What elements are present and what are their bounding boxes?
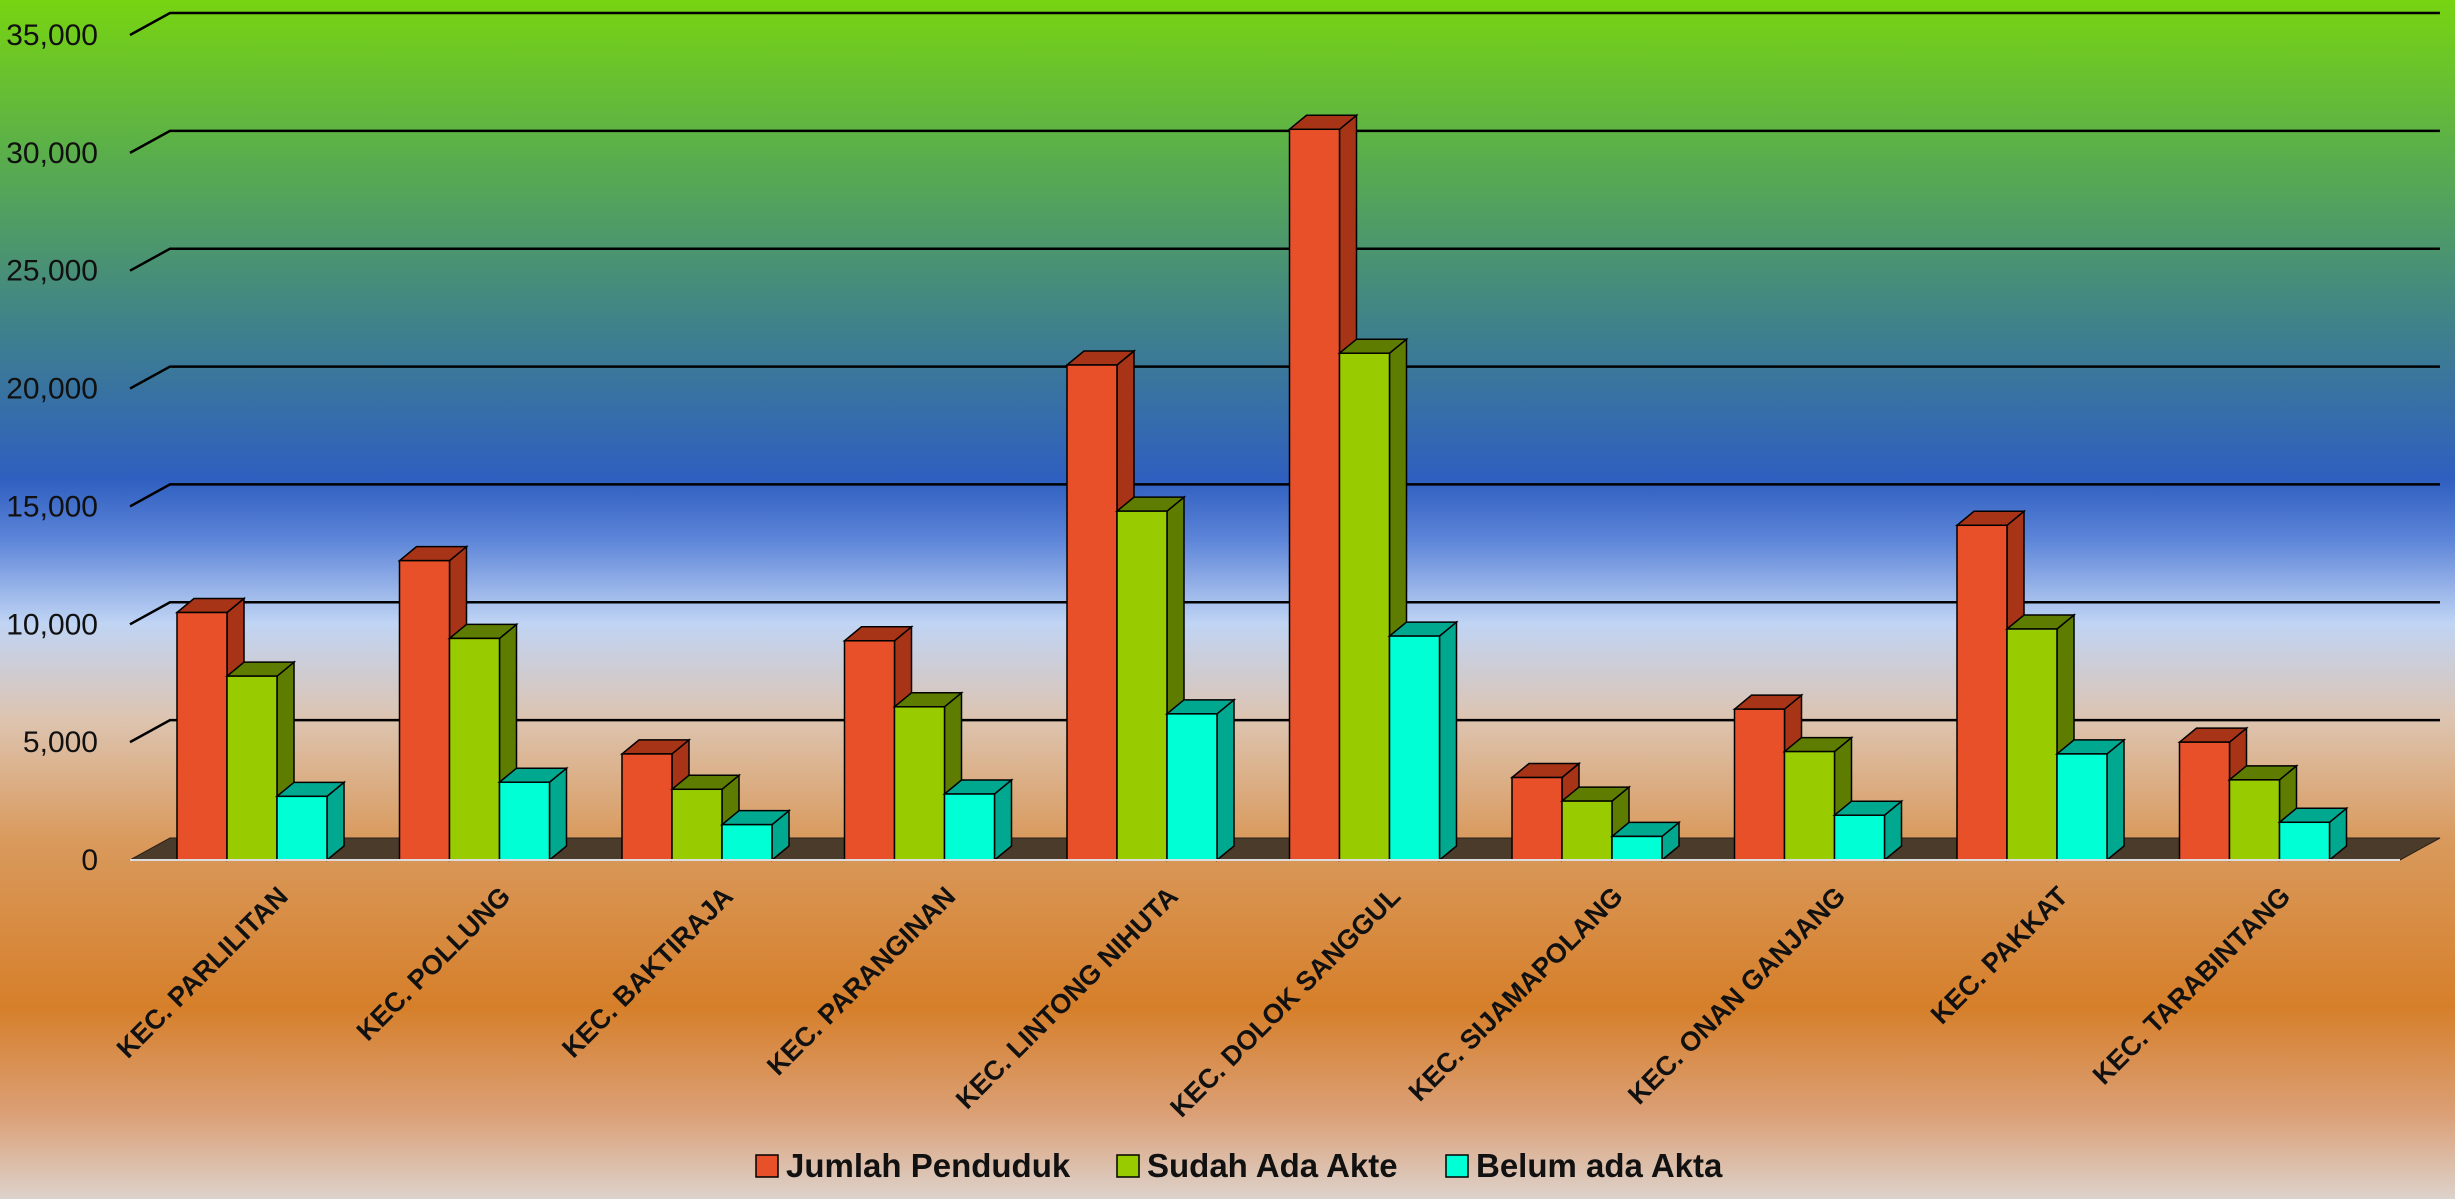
bar-side — [1216, 698, 1235, 862]
legend-item: Sudah Ada Akte — [1116, 1147, 1398, 1184]
bar — [1387, 620, 1459, 862]
bar-front — [226, 675, 278, 861]
bar-front — [943, 793, 996, 861]
bar-side — [2106, 738, 2125, 862]
y-tick-label: 25,000 — [6, 255, 98, 288]
y-axis: 0 5,000 10,000 15,000 20,000 25,000 30,000 35,0… — [6, 19, 98, 877]
bar-front — [2006, 628, 2058, 861]
bar — [2054, 738, 2127, 862]
bar-front — [498, 781, 551, 861]
bar-front — [2228, 779, 2281, 861]
bar-side — [1438, 620, 1458, 862]
bar-front — [2278, 821, 2331, 861]
bar-front — [1561, 800, 1613, 861]
y-tick-label: 20,000 — [6, 373, 98, 406]
bar-front — [1511, 776, 1563, 861]
y-tick-label: 10,000 — [6, 608, 98, 641]
bar-front — [1733, 708, 1786, 861]
bars — [174, 113, 2349, 862]
legend-swatch — [1116, 1154, 1140, 1178]
gridline — [129, 601, 2440, 626]
bar-front — [621, 753, 673, 861]
bar-front — [1956, 524, 2008, 861]
legend-item: Belum ada Akta — [1445, 1147, 1723, 1184]
legend-label: Belum ada Akta — [1476, 1147, 1723, 1184]
y-tick-label: 30,000 — [6, 137, 98, 170]
bar-front — [721, 823, 773, 861]
gridline — [129, 718, 2440, 744]
legend-label: Sudah Ada Akte — [1147, 1147, 1398, 1184]
bar — [274, 780, 347, 862]
bar — [2004, 613, 2077, 862]
bar-front — [1833, 814, 1886, 861]
bar — [497, 766, 569, 862]
gridline — [129, 483, 2440, 508]
bar-front — [1338, 352, 1391, 861]
gridline — [129, 129, 2440, 154]
bar-front — [1611, 835, 1663, 861]
legend-swatch — [755, 1154, 779, 1178]
bar-front — [893, 706, 946, 861]
bar-front — [1066, 364, 1118, 861]
bar-front — [1783, 750, 1836, 861]
bar — [1337, 337, 1409, 862]
bar-front — [276, 795, 328, 861]
bar — [2277, 806, 2349, 862]
gridline — [129, 247, 2440, 272]
legend-label: Jumlah Penduduk — [786, 1147, 1071, 1184]
bar-front — [1166, 713, 1218, 861]
bar — [719, 809, 792, 862]
bar-front — [671, 788, 723, 861]
bar — [1164, 698, 1237, 862]
gridline — [129, 11, 2440, 37]
bar-front — [398, 559, 451, 861]
y-tick-label: 15,000 — [6, 490, 98, 523]
bar — [942, 778, 1014, 862]
legend-swatch — [1445, 1154, 1469, 1178]
bar-front — [176, 611, 228, 861]
bar — [1609, 820, 1682, 862]
bar-front — [1288, 128, 1341, 861]
legend-item: Jumlah Penduduk — [755, 1147, 1071, 1184]
legend: Jumlah Penduduk Sudah Ada Akte Belum ada A… — [755, 1147, 1723, 1184]
bar-front — [1388, 635, 1441, 861]
bar-front — [843, 640, 896, 861]
bar-side — [548, 766, 568, 862]
bar-front — [1116, 510, 1168, 861]
y-tick-label: 0 — [81, 844, 98, 877]
y-tick-label: 35,000 — [6, 19, 98, 52]
y-tick-label: 5,000 — [23, 726, 98, 759]
bar-front — [2178, 741, 2231, 861]
bar-front — [2056, 753, 2108, 861]
bar — [1832, 799, 1904, 862]
gridline — [129, 365, 2440, 390]
bar-front — [448, 637, 501, 861]
